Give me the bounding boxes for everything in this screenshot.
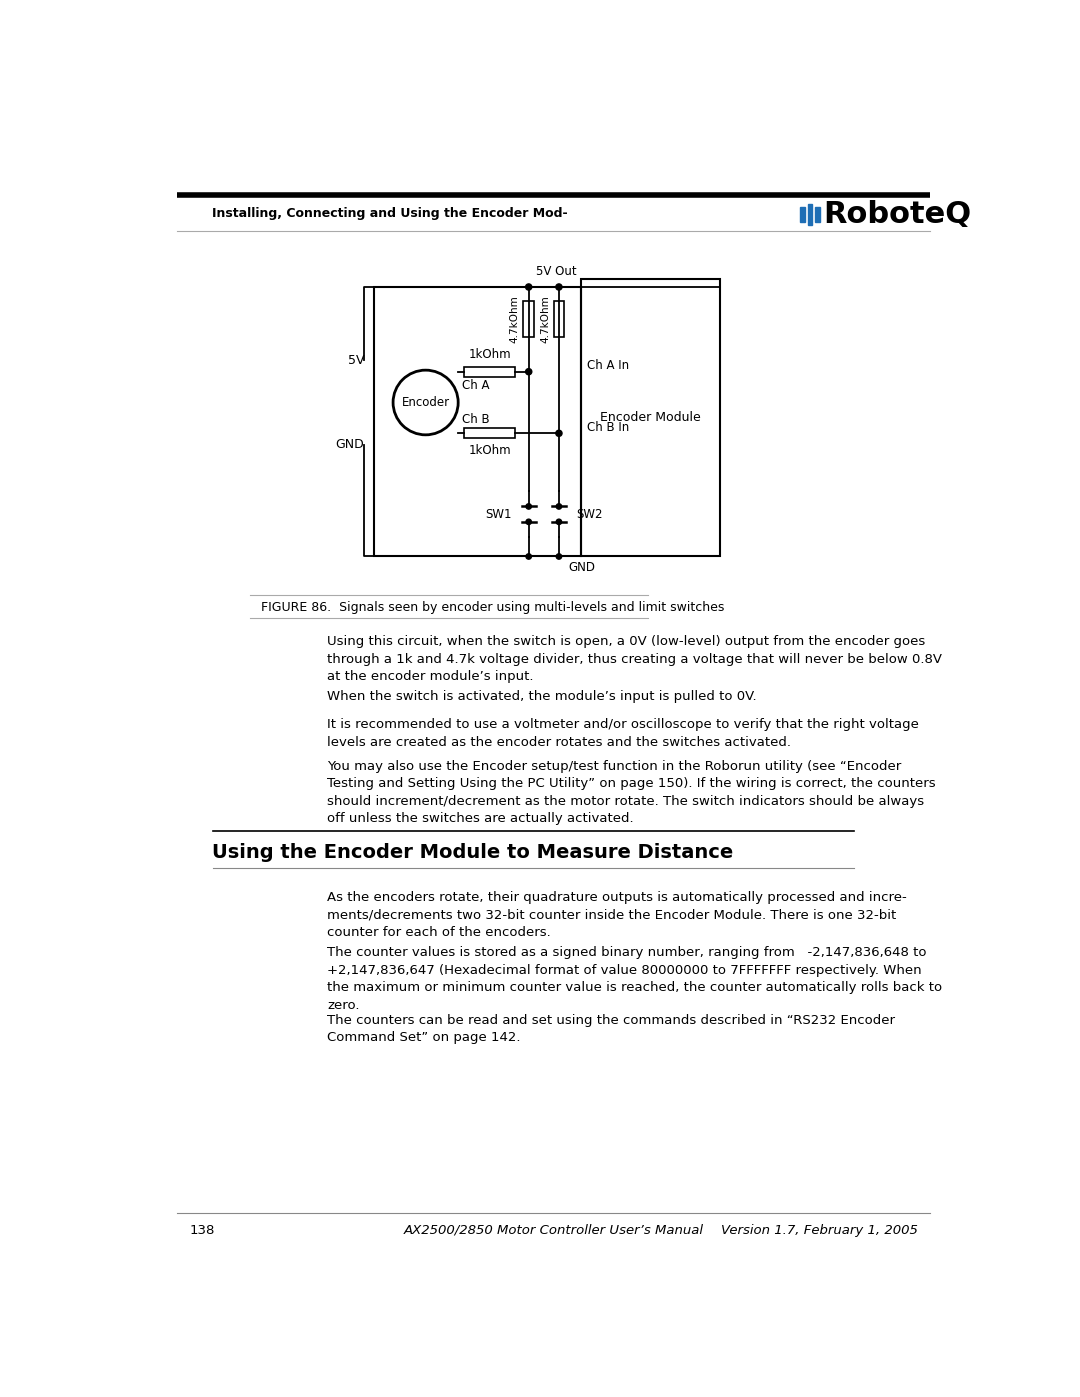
Circle shape (556, 553, 562, 559)
Circle shape (526, 520, 531, 524)
Text: 4.7kOhm: 4.7kOhm (510, 295, 519, 342)
Text: FIGURE 86.  Signals seen by encoder using multi-levels and limit switches: FIGURE 86. Signals seen by encoder using… (260, 601, 724, 613)
Text: As the encoders rotate, their quadrature outputs is automatically processed and : As the encoders rotate, their quadrature… (327, 891, 907, 939)
Text: 4.7kOhm: 4.7kOhm (540, 295, 550, 342)
Text: Version 1.7, February 1, 2005: Version 1.7, February 1, 2005 (720, 1224, 918, 1236)
Text: SW1: SW1 (485, 507, 512, 521)
Circle shape (526, 369, 531, 374)
Circle shape (526, 284, 531, 291)
Text: Ch B: Ch B (462, 414, 489, 426)
Text: Using the Encoder Module to Measure Distance: Using the Encoder Module to Measure Dist… (213, 844, 733, 862)
Bar (815, 207, 820, 222)
Text: 1kOhm: 1kOhm (469, 348, 511, 362)
Text: When the switch is activated, the module’s input is pulled to 0V.: When the switch is activated, the module… (327, 690, 757, 703)
Text: You may also use the Encoder setup/test function in the Roborun utility (see “En: You may also use the Encoder setup/test … (327, 760, 936, 826)
Circle shape (526, 553, 531, 559)
Circle shape (556, 504, 562, 509)
Bar (464, 366, 515, 377)
Text: AX2500/2850 Motor Controller User’s Manual: AX2500/2850 Motor Controller User’s Manu… (404, 1224, 703, 1236)
Text: Ch A In: Ch A In (586, 359, 629, 372)
Bar (464, 429, 515, 439)
Text: Ch A: Ch A (462, 379, 489, 393)
Text: SW2: SW2 (576, 507, 603, 521)
Text: Encoder Module: Encoder Module (600, 411, 701, 425)
Text: The counter values is stored as a signed binary number, ranging from   -2,147,83: The counter values is stored as a signed… (327, 946, 943, 1011)
Bar (374, 286, 581, 556)
Text: 138: 138 (189, 1224, 215, 1236)
Text: RoboteQ: RoboteQ (823, 200, 971, 229)
Text: 5V: 5V (348, 353, 364, 366)
Text: GND: GND (568, 560, 595, 574)
Text: It is recommended to use a voltmeter and/or oscilloscope to verify that the righ: It is recommended to use a voltmeter and… (327, 718, 919, 749)
Text: GND: GND (336, 439, 364, 451)
Circle shape (556, 284, 562, 291)
Text: The counters can be read and set using the commands described in “RS232 Encoder
: The counters can be read and set using t… (327, 1014, 895, 1045)
Bar (554, 300, 565, 337)
Text: 1kOhm: 1kOhm (469, 444, 511, 457)
Bar (581, 279, 720, 556)
Bar (808, 204, 812, 225)
Text: Encoder: Encoder (402, 395, 449, 409)
Bar (524, 300, 535, 337)
Circle shape (556, 520, 562, 524)
Circle shape (526, 504, 531, 509)
Text: Using this circuit, when the switch is open, a 0V (low-level) output from the en: Using this circuit, when the switch is o… (327, 636, 942, 683)
Bar (800, 207, 805, 222)
Text: 5V Out: 5V Out (536, 265, 577, 278)
Circle shape (556, 430, 562, 436)
Text: Installing, Connecting and Using the Encoder Mod-: Installing, Connecting and Using the Enc… (213, 207, 568, 221)
Text: Ch B In: Ch B In (586, 420, 629, 433)
